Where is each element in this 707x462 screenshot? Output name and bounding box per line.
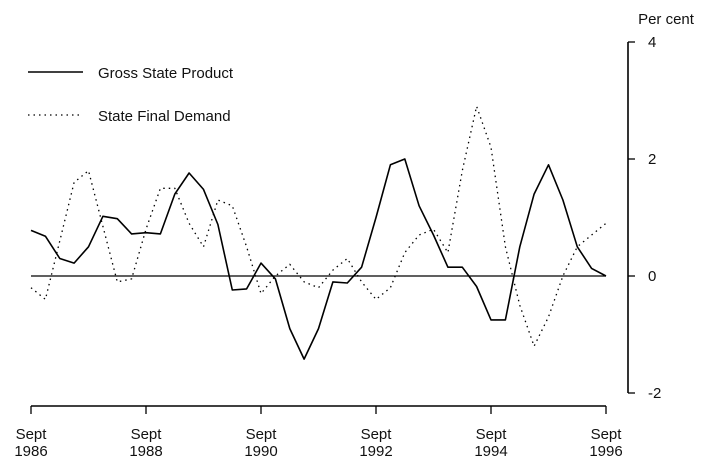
legend: Gross State Product State Final Demand — [28, 65, 234, 125]
legend-item-state-final-demand: State Final Demand — [28, 108, 231, 125]
series-layer — [31, 106, 606, 359]
x-tick-label: 1990 — [244, 443, 277, 460]
x-tick-label: Sept — [361, 426, 393, 443]
y-axis-unit-label: Per cent — [638, 11, 695, 28]
legend-label-state-final-demand: State Final Demand — [98, 108, 231, 125]
y-tick-label: 4 — [648, 34, 656, 51]
y-ticks: 4 2 0 -2 — [628, 34, 661, 402]
x-tick-label: 1986 — [14, 443, 47, 460]
series-line-state-final-demand — [31, 106, 606, 346]
x-ticks: Sept1986Sept1988Sept1990Sept1992Sept1994… — [14, 406, 622, 460]
series-line-gross-state-product — [31, 159, 606, 359]
legend-label-gross-state-product: Gross State Product — [98, 65, 234, 82]
x-tick-label: 1996 — [589, 443, 622, 460]
x-tick-label: 1988 — [129, 443, 162, 460]
x-tick-label: Sept — [476, 426, 508, 443]
x-tick-label: 1994 — [474, 443, 507, 460]
x-tick-label: Sept — [131, 426, 163, 443]
y-tick-label: -2 — [648, 385, 661, 402]
legend-item-gross-state-product: Gross State Product — [28, 65, 234, 82]
y-tick-label: 0 — [648, 268, 656, 285]
x-tick-label: Sept — [591, 426, 623, 443]
x-tick-label: Sept — [246, 426, 278, 443]
y-tick-label: 2 — [648, 151, 656, 168]
x-tick-label: Sept — [16, 426, 48, 443]
x-tick-label: 1992 — [359, 443, 392, 460]
